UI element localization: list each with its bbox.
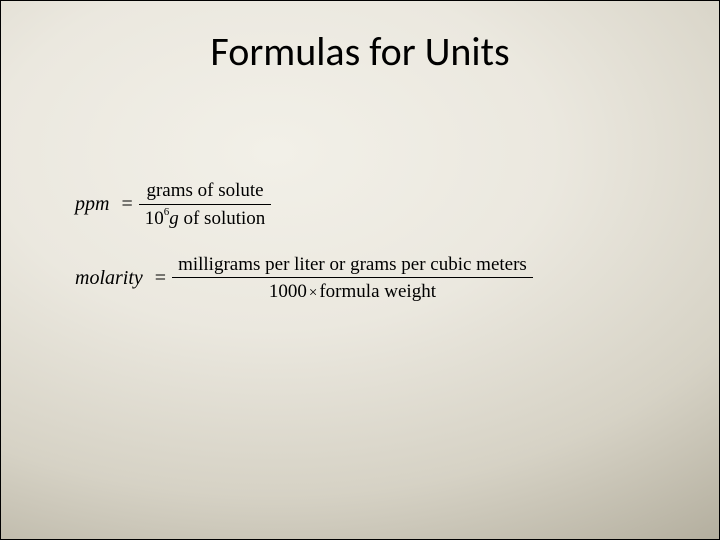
denominator: 1000×formula weight [263,280,442,304]
denom-text: formula weight [319,281,436,302]
fraction: grams of solute 106g of solution [139,179,272,231]
denom-unit: g [169,208,179,229]
numerator: milligrams per liter or grams per cubic … [172,253,533,277]
equals-sign: = [121,193,132,216]
denominator: 106g of solution [139,207,272,231]
fraction: milligrams per liter or grams per cubic … [172,253,533,305]
denom-number: 1000 [269,281,307,302]
numerator: grams of solute [140,179,269,203]
fraction-line [139,204,272,205]
denom-exponent: 6 [164,206,170,218]
formula-block: ppm = grams of solute 106g of solution m… [75,179,533,326]
denom-text: of solution [179,208,266,229]
formula-lhs: ppm [75,193,109,216]
formula-lhs: molarity [75,267,143,290]
denom-base: 10 [145,208,164,229]
slide-title: Formulas for Units [1,27,719,76]
equals-sign: = [155,267,166,290]
formula-molarity: molarity = milligrams per liter or grams… [75,253,533,305]
fraction-line [172,277,533,278]
formula-ppm: ppm = grams of solute 106g of solution [75,179,533,231]
slide: Formulas for Units ppm = grams of solute… [0,0,720,540]
times-icon: × [307,285,319,301]
